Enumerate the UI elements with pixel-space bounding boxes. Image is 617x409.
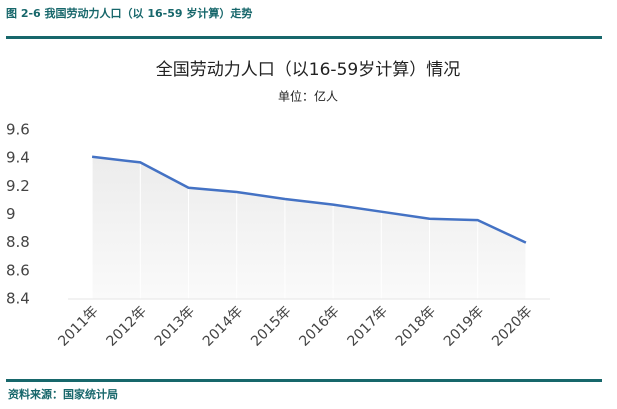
x-tick-label: 2020年: [489, 303, 535, 349]
chart-subtitle: 单位：亿人: [278, 89, 338, 104]
x-tick-label: 2019年: [441, 303, 487, 349]
x-tick-label: 2016年: [296, 303, 342, 349]
x-tick-label: 2017年: [345, 303, 391, 349]
y-tick-label: 9: [6, 205, 16, 223]
x-tick-label: 2013年: [152, 303, 198, 349]
line: [91, 155, 527, 244]
y-tick-label: 9.2: [6, 177, 30, 195]
chart-title: 全国劳动力人口（以16-59岁计算）情况: [156, 60, 460, 80]
x-tick-label: 2014年: [200, 303, 246, 349]
y-tick-label: 8.8: [6, 233, 30, 251]
x-tick-label: 2011年: [55, 303, 101, 349]
area: [92, 156, 526, 299]
y-tick-label: 8.4: [6, 290, 30, 308]
header-rule: [6, 36, 602, 39]
x-tick-label: 2015年: [248, 303, 294, 349]
x-tick-label: 2018年: [393, 303, 439, 349]
y-tick-label: 9.4: [6, 149, 30, 167]
y-tick-label: 9.6: [6, 121, 30, 139]
footer-rule: [6, 379, 602, 382]
figure-caption: 图 2-6 我国劳动力人口（以 16-59 岁计算）走势: [6, 6, 252, 20]
source-note: 资料来源：国家统计局: [8, 387, 118, 401]
x-tick-label: 2012年: [104, 303, 150, 349]
y-tick-label: 8.6: [6, 261, 30, 279]
